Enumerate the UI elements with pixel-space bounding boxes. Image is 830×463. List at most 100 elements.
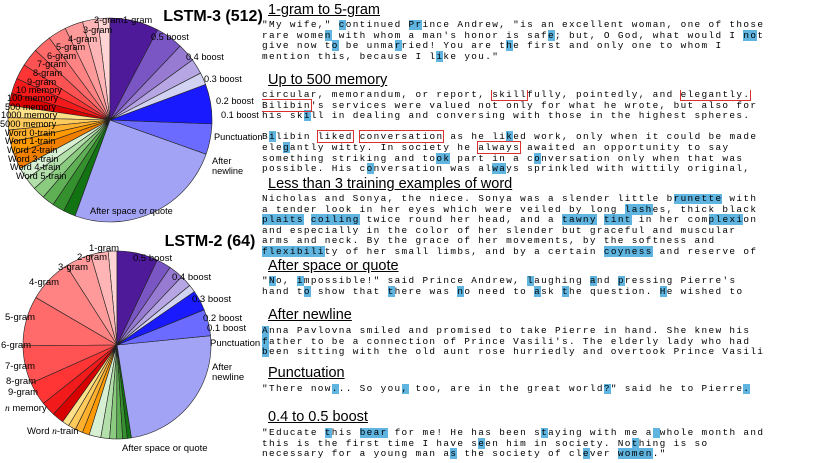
highlighted-char: e — [478, 437, 486, 449]
passage-line: been sitting with the old aunt rose hurr… — [262, 346, 828, 358]
pie-label-word-0-train: Word 0-train — [5, 128, 55, 138]
text-run: as he li — [443, 131, 507, 143]
highlighted-char: no — [743, 29, 758, 41]
text-run — [597, 214, 604, 225]
highlighted-char: g — [282, 141, 290, 153]
text-run: " — [262, 276, 269, 286]
pie-title-lstm3: LSTM-3 (512) — [163, 8, 262, 25]
passage-line: something striking and took part in a co… — [262, 152, 828, 165]
text-run: es, thick black — [652, 203, 758, 215]
text-run: sk — [541, 285, 563, 297]
pie-label-0.5-boost: 0.5 boost — [133, 253, 172, 264]
text-run: ll in dealing and conversing with those … — [310, 110, 751, 122]
text-run: with — [722, 194, 758, 204]
highlighted-char: t — [562, 285, 570, 297]
text-run: B — [262, 131, 269, 143]
highlighted-char: Pr — [408, 20, 423, 30]
passage-line: a tender look in her eyes which were vei… — [262, 203, 828, 216]
pie-label-0.4-boost: 0.4 boost — [172, 272, 211, 283]
pie-label-1000-memory: 1000 memory — [1, 110, 58, 120]
highlighted-char: t — [387, 285, 395, 297]
pie-label-0-4-boost: 0.4 boost — [186, 52, 224, 62]
text-run: nversation was al — [373, 163, 493, 175]
pie-label-1-gram: 1-gram — [123, 15, 152, 25]
pie-label-10-memory: 10 memory — [16, 85, 62, 95]
section-title-after-space-or-quote: After space or quote — [268, 258, 399, 274]
highlighted-char: ok — [436, 152, 451, 164]
passage-line: this is the first time I have seen him i… — [262, 437, 828, 450]
passage-line: "No, impossible!" said Prince Andrew, la… — [262, 276, 828, 287]
text-run: t — [757, 29, 765, 41]
text-run: rare wome — [262, 29, 325, 41]
highlighted-char: flexibili — [262, 245, 325, 257]
boxed-word: elegantly. — [679, 90, 752, 101]
pie-label-5-gram: 5-gram — [5, 312, 35, 323]
pie-label-0.2-boost: 0.2 boost — [203, 313, 242, 324]
pie-label-n-memory: n memory — [5, 403, 47, 414]
text-run: and reserve of — [652, 245, 758, 257]
highlighted-char: , — [401, 384, 409, 394]
text-run: too, are in the great world — [408, 384, 604, 394]
text-run: nna Pavlovna smiled and promised to take… — [268, 326, 751, 336]
text-run: whole month and — [659, 428, 765, 438]
passage-line: "Educate this bear for me! He has been s… — [262, 428, 828, 439]
highlighted-char: t — [631, 437, 639, 449]
text-run: his sk — [262, 110, 304, 122]
highlighted-char: wa — [492, 163, 507, 175]
pie-label-6-gram: 6-gram — [1, 340, 31, 351]
text-run: awaited an opportunity to say — [520, 141, 730, 153]
highlighted-char: t — [324, 428, 332, 438]
passage-line: rare women with whom a man's honor is sa… — [262, 29, 828, 42]
text-run: en him in society. No — [485, 437, 632, 449]
passage-line: father to be a connection of Prince Vasi… — [262, 335, 828, 348]
highlighted-char: tint — [603, 214, 632, 226]
pie-label-5-gram: 5-gram — [56, 42, 85, 52]
text-run: ; but, O God, what would I — [555, 29, 744, 41]
pie-label-5000-memory: 5000 memory — [0, 119, 57, 129]
text-run: o need to — [464, 285, 535, 297]
text-run: aying with me a — [548, 428, 653, 438]
pie-label-after: After — [212, 156, 231, 166]
text-run: this is the first time I have s — [262, 437, 479, 449]
text-run: ince Andrew, "is an excellent woman, one… — [422, 20, 765, 30]
highlighted-char: i — [303, 110, 311, 122]
text-run: "There now — [262, 384, 332, 394]
passage-line: Bilibin's services were valued not only … — [262, 98, 828, 112]
text-run: ys sprinkled with wittily original, — [506, 163, 751, 175]
passage-line: mention this, because I like you." — [262, 50, 828, 63]
text-run: twice round her head, and a — [359, 214, 562, 226]
pie-label-7-gram: 7-gram — [37, 59, 66, 69]
text-run: something striking and to — [262, 152, 437, 164]
highlighted-char: women — [617, 448, 653, 460]
pie-slice-0-5-boost — [109, 17, 159, 121]
passage-line: plaits coiling twice round her head, and… — [262, 214, 828, 226]
boxed-word: liked — [316, 130, 354, 144]
text-run: fully, pointedly, and — [527, 90, 681, 100]
passage-line: flexibility of her small limbs, and by a… — [262, 245, 828, 258]
highlighted-char — [652, 428, 660, 438]
passage-line: his skill in dealing and conversing with… — [262, 110, 828, 122]
pie-chart-lstm2 — [22, 250, 212, 440]
highlighted-char: s — [450, 448, 458, 460]
pie-label-1-gram: 1-gram — [89, 243, 119, 254]
text-run: een sitting with the old aunt rose hurri… — [268, 346, 765, 358]
highlighted-char: plexi — [708, 214, 744, 226]
text-run — [353, 131, 360, 142]
text-run: "My wife," — [262, 20, 339, 30]
highlighted-char: A — [262, 326, 269, 336]
text-run: nd — [596, 276, 618, 286]
highlighted-char: e — [548, 29, 556, 41]
pie-label-word-4-train: Word 4-train — [10, 162, 60, 172]
text-run: in her com — [631, 214, 709, 226]
pie-label-4-gram: 4-gram — [68, 34, 97, 44]
pie-label-after-newline-2: newline — [212, 372, 244, 383]
text-run: give now t — [262, 40, 332, 52]
highlighted-char: t — [541, 428, 549, 438]
highlighted-char: o — [534, 152, 542, 164]
passage-line: Nicholas and Sonya, the niece. Sonya was… — [262, 194, 828, 205]
text-run: here was — [394, 285, 458, 297]
highlighted-char: o — [331, 40, 339, 52]
highlighted-char: p — [617, 276, 625, 286]
text-run: "Educate — [262, 428, 325, 438]
passage-punctuation: "There now... So you, too, are in the gr… — [262, 384, 828, 395]
